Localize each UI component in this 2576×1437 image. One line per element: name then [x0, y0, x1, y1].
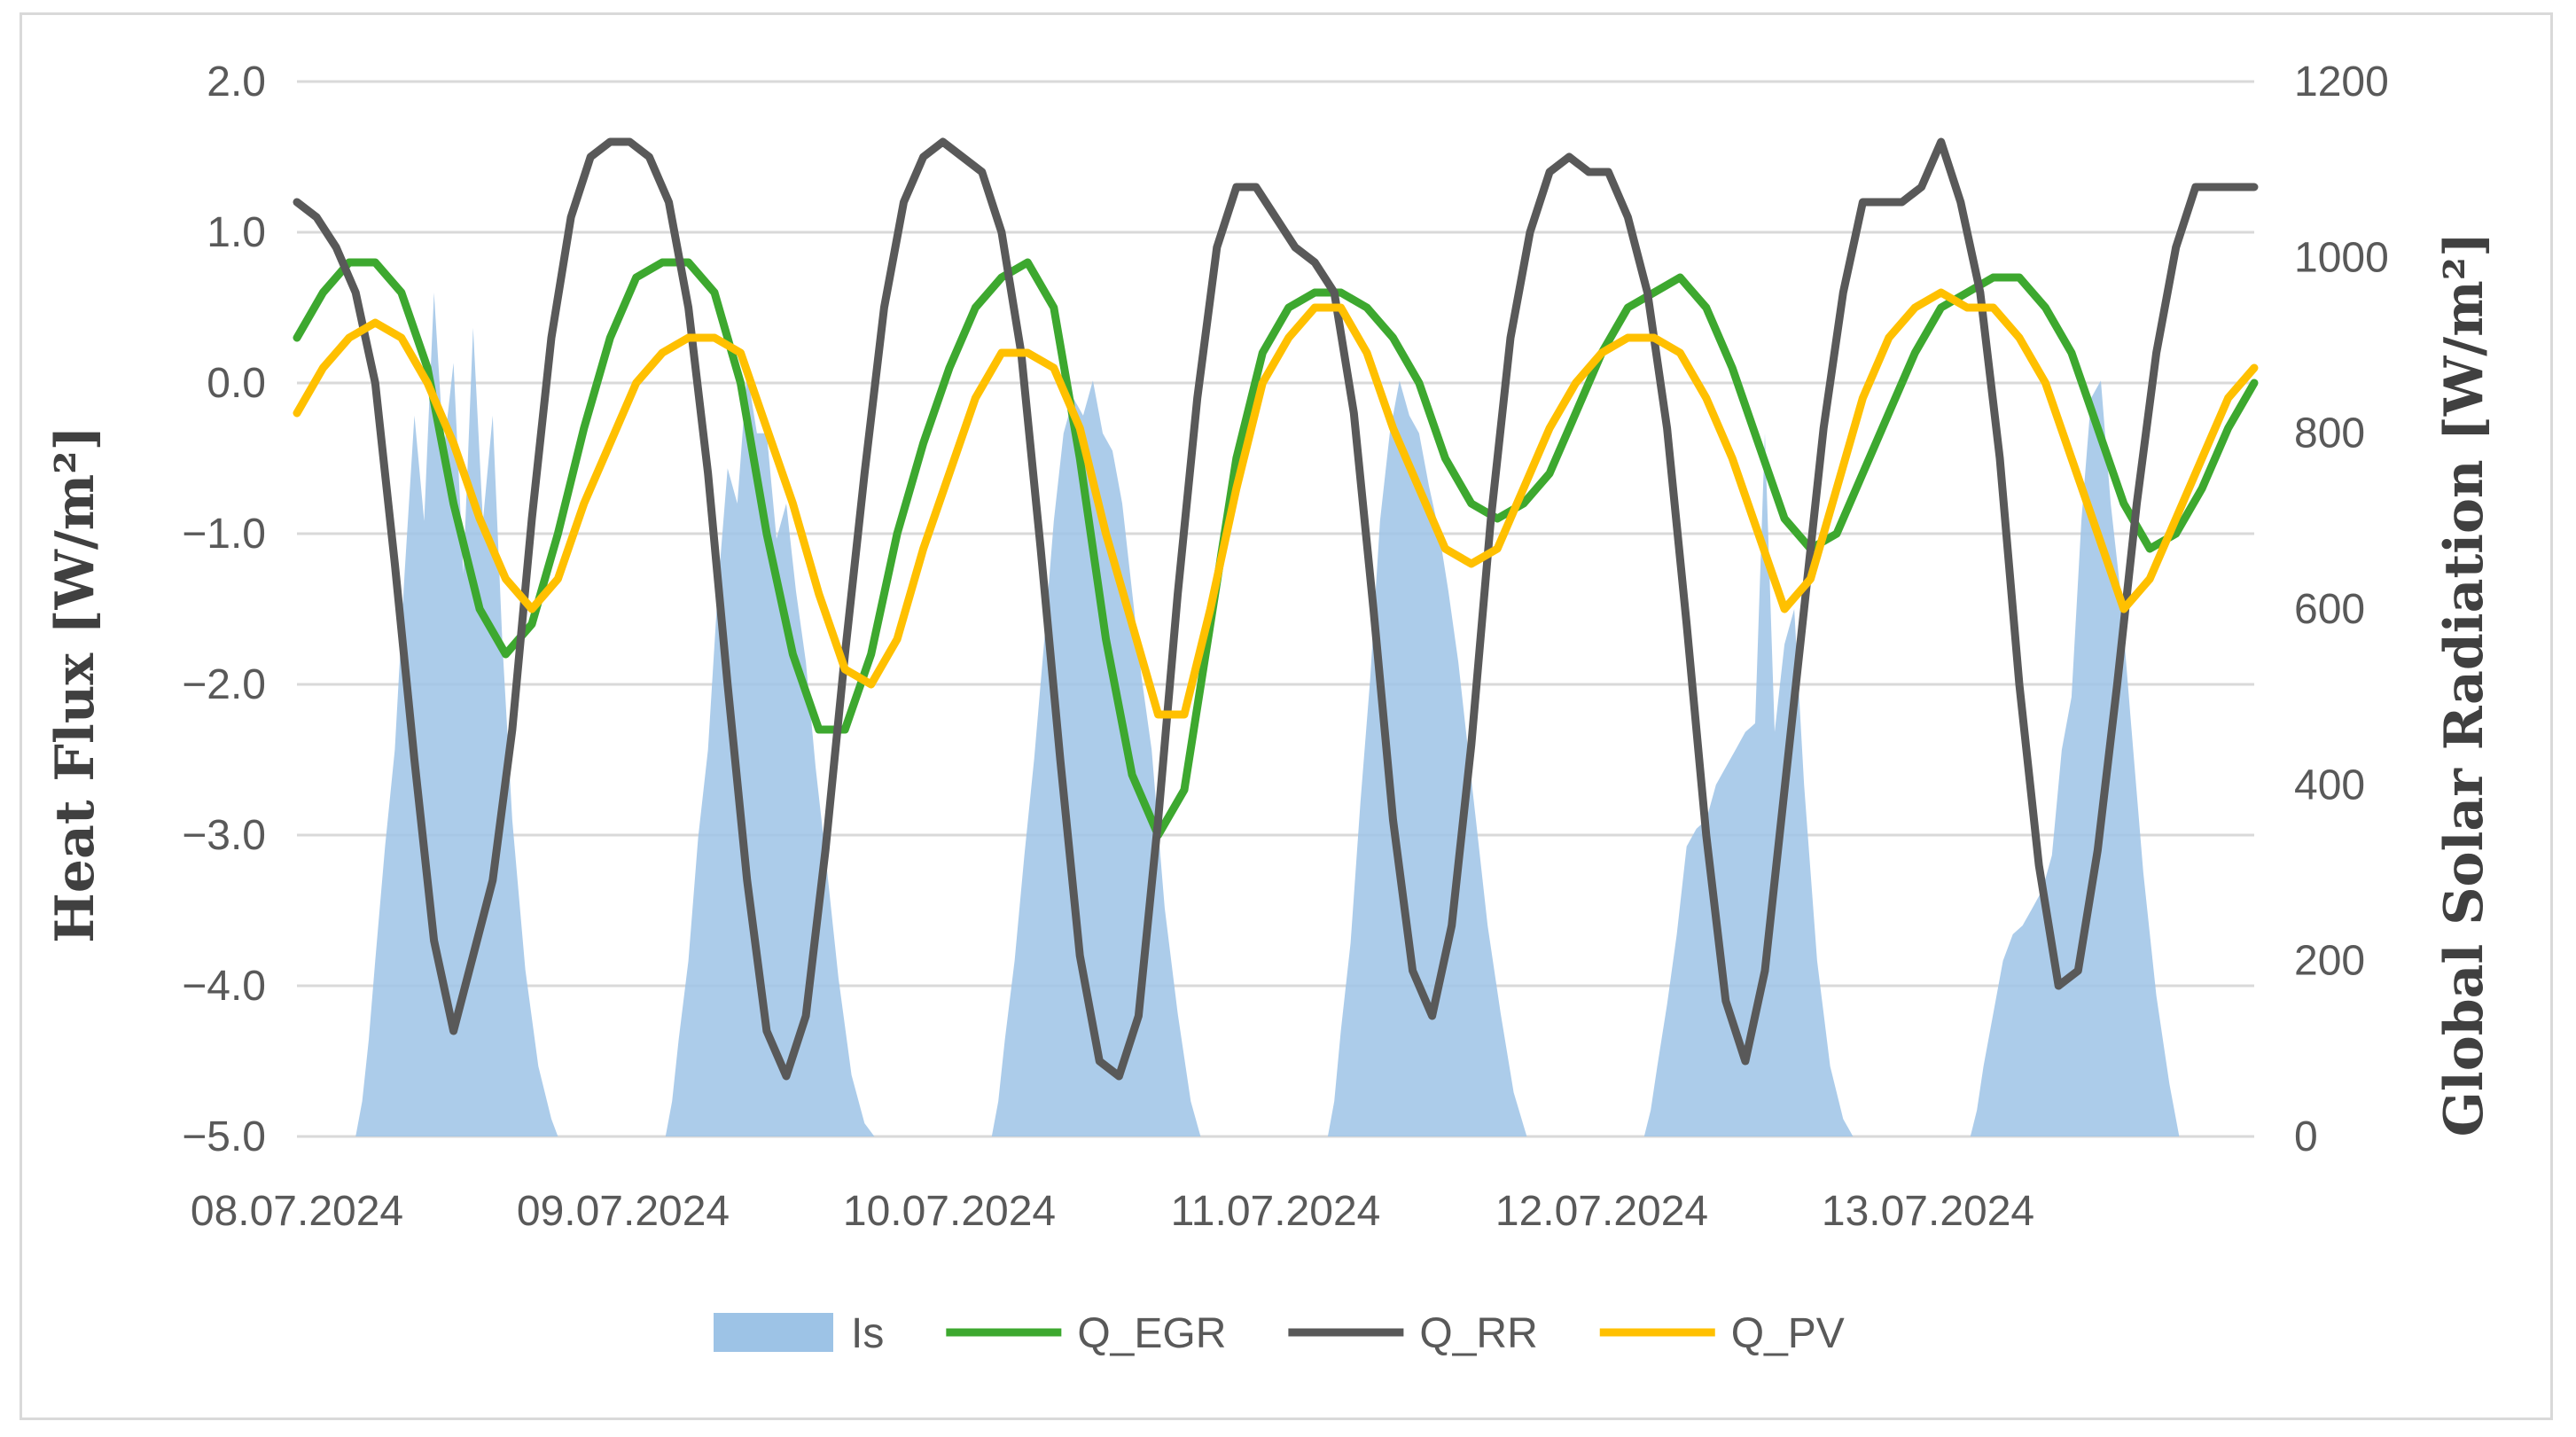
chart-canvas: 2.0 1.0 0.0 −1.0 −2.0 −3.0 −4.0 −5.0 1200 1000 80…	[44, 59, 2495, 1357]
x-tick-label: 12.07.2024	[1495, 1188, 1708, 1235]
y2-tick-label: 1000	[2294, 234, 2389, 281]
y-tick-label: −4.0	[182, 963, 266, 1010]
y-axis-left-title: Heat Flux [W/m²]	[44, 426, 106, 943]
chart-frame: 2.0 1.0 0.0 −1.0 −2.0 −3.0 −4.0 −5.0 1200 1000 80…	[20, 12, 2553, 1420]
y-tick-label: 0.0	[207, 360, 266, 407]
legend: Is Q_EGR Q_RR Q_PV	[714, 1310, 1845, 1357]
y2-tick-label: 600	[2294, 586, 2365, 633]
y-tick-label: −2.0	[182, 661, 266, 708]
y2-tick-label: 400	[2294, 761, 2365, 808]
y-tick-label: −3.0	[182, 812, 266, 859]
solar-radiation-area	[355, 293, 2180, 1136]
y-axis-left-ticks: 2.0 1.0 0.0 −1.0 −2.0 −3.0 −4.0 −5.0	[182, 59, 266, 1160]
x-tick-label: 10.07.2024	[843, 1188, 1056, 1235]
y2-tick-label: 1200	[2294, 59, 2389, 105]
legend-label-is: Is	[851, 1310, 884, 1357]
gridlines	[297, 80, 2254, 1138]
y-axis-right-ticks: 1200 1000 800 600 400 200 0	[2294, 59, 2389, 1160]
x-axis-ticks: 08.07.2024 09.07.2024 10.07.2024 11.07.2024…	[191, 1188, 2034, 1235]
series-q-rr-line	[293, 137, 2259, 1081]
series-is-area	[355, 293, 2180, 1136]
heat-flux-lines	[293, 137, 2259, 1081]
series-q-egr-line	[293, 258, 2259, 840]
x-tick-label: 13.07.2024	[1822, 1188, 2034, 1235]
y2-tick-label: 200	[2294, 938, 2365, 985]
legend-label-q-pv: Q_PV	[1731, 1310, 1845, 1357]
y-tick-label: 2.0	[207, 59, 266, 105]
y-tick-label: −1.0	[182, 511, 266, 558]
x-tick-label: 09.07.2024	[517, 1188, 730, 1235]
legend-label-q-egr: Q_EGR	[1077, 1310, 1226, 1357]
legend-swatch-is	[714, 1313, 833, 1352]
x-tick-label: 11.07.2024	[1171, 1188, 1381, 1235]
y-tick-label: 1.0	[207, 209, 266, 256]
y-axis-right-title: Global Solar Radiation [W/m²]	[2433, 232, 2495, 1137]
y-tick-label: −5.0	[182, 1113, 266, 1160]
series-q-pv-line	[293, 288, 2259, 719]
legend-label-q-rr: Q_RR	[1419, 1310, 1537, 1357]
x-tick-label: 08.07.2024	[191, 1188, 403, 1235]
y2-tick-label: 0	[2294, 1113, 2318, 1160]
y2-tick-label: 800	[2294, 410, 2365, 457]
